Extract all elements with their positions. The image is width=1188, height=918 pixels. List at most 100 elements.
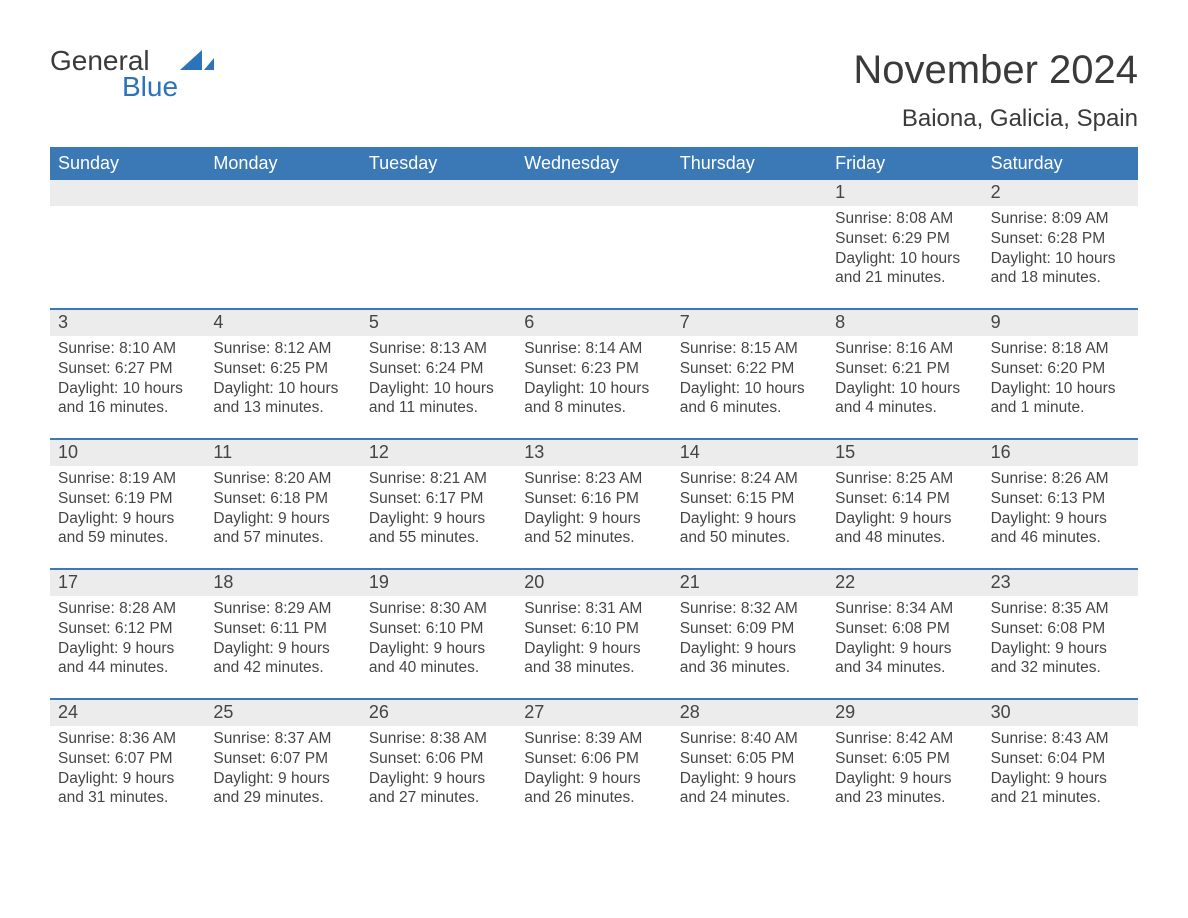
sunrise-line: Sunrise: 8:15 AM (680, 339, 819, 359)
day-number: 3 (50, 310, 205, 336)
calendar-cell: 12Sunrise: 8:21 AMSunset: 6:17 PMDayligh… (361, 440, 516, 568)
weekday-header: Saturday (983, 147, 1138, 180)
calendar-cell: 17Sunrise: 8:28 AMSunset: 6:12 PMDayligh… (50, 570, 205, 698)
sunrise-line: Sunrise: 8:21 AM (369, 469, 508, 489)
calendar-cell (205, 180, 360, 308)
day-number: 28 (672, 700, 827, 726)
day-details: Sunrise: 8:28 AMSunset: 6:12 PMDaylight:… (50, 596, 205, 678)
sunrise-line: Sunrise: 8:16 AM (835, 339, 974, 359)
calendar-cell: 8Sunrise: 8:16 AMSunset: 6:21 PMDaylight… (827, 310, 982, 438)
day-details: Sunrise: 8:12 AMSunset: 6:25 PMDaylight:… (205, 336, 360, 418)
day-number: 14 (672, 440, 827, 466)
day-details: Sunrise: 8:16 AMSunset: 6:21 PMDaylight:… (827, 336, 982, 418)
sunrise-line: Sunrise: 8:39 AM (524, 729, 663, 749)
sunrise-line: Sunrise: 8:29 AM (213, 599, 352, 619)
day-details: Sunrise: 8:29 AMSunset: 6:11 PMDaylight:… (205, 596, 360, 678)
weekday-header: Wednesday (516, 147, 671, 180)
sunset-line: Sunset: 6:21 PM (835, 359, 974, 379)
logo-text-blue: Blue (50, 74, 178, 100)
day-number: 16 (983, 440, 1138, 466)
sunrise-line: Sunrise: 8:12 AM (213, 339, 352, 359)
day-number: 18 (205, 570, 360, 596)
sunset-line: Sunset: 6:20 PM (991, 359, 1130, 379)
calendar-cell: 5Sunrise: 8:13 AMSunset: 6:24 PMDaylight… (361, 310, 516, 438)
day-number: 24 (50, 700, 205, 726)
daylight-line: Daylight: 9 hours and 42 minutes. (213, 639, 352, 679)
sunset-line: Sunset: 6:24 PM (369, 359, 508, 379)
day-number: 30 (983, 700, 1138, 726)
day-number: 8 (827, 310, 982, 336)
calendar: SundayMondayTuesdayWednesdayThursdayFrid… (50, 147, 1138, 828)
daylight-line: Daylight: 10 hours and 18 minutes. (991, 249, 1130, 289)
daylight-line: Daylight: 9 hours and 46 minutes. (991, 509, 1130, 549)
sunrise-line: Sunrise: 8:40 AM (680, 729, 819, 749)
daylight-line: Daylight: 10 hours and 11 minutes. (369, 379, 508, 419)
sunrise-line: Sunrise: 8:26 AM (991, 469, 1130, 489)
sunset-line: Sunset: 6:08 PM (835, 619, 974, 639)
daylight-line: Daylight: 10 hours and 21 minutes. (835, 249, 974, 289)
daylight-line: Daylight: 9 hours and 27 minutes. (369, 769, 508, 809)
day-number: 26 (361, 700, 516, 726)
location-label: Baiona, Galicia, Spain (853, 105, 1138, 133)
daylight-line: Daylight: 9 hours and 36 minutes. (680, 639, 819, 679)
calendar-cell: 2Sunrise: 8:09 AMSunset: 6:28 PMDaylight… (983, 180, 1138, 308)
title-block: November 2024 Baiona, Galicia, Spain (853, 48, 1138, 133)
logo: General Blue (50, 48, 214, 100)
day-details: Sunrise: 8:30 AMSunset: 6:10 PMDaylight:… (361, 596, 516, 678)
calendar-cell: 22Sunrise: 8:34 AMSunset: 6:08 PMDayligh… (827, 570, 982, 698)
day-number: 12 (361, 440, 516, 466)
calendar-cell: 27Sunrise: 8:39 AMSunset: 6:06 PMDayligh… (516, 700, 671, 828)
calendar-cell: 26Sunrise: 8:38 AMSunset: 6:06 PMDayligh… (361, 700, 516, 828)
day-details: Sunrise: 8:43 AMSunset: 6:04 PMDaylight:… (983, 726, 1138, 808)
calendar-cell (672, 180, 827, 308)
day-details: Sunrise: 8:23 AMSunset: 6:16 PMDaylight:… (516, 466, 671, 548)
daylight-line: Daylight: 9 hours and 52 minutes. (524, 509, 663, 549)
sunrise-line: Sunrise: 8:32 AM (680, 599, 819, 619)
sunrise-line: Sunrise: 8:36 AM (58, 729, 197, 749)
day-number: 23 (983, 570, 1138, 596)
sunrise-line: Sunrise: 8:37 AM (213, 729, 352, 749)
sunrise-line: Sunrise: 8:34 AM (835, 599, 974, 619)
daylight-line: Daylight: 10 hours and 6 minutes. (680, 379, 819, 419)
sunset-line: Sunset: 6:13 PM (991, 489, 1130, 509)
sunset-line: Sunset: 6:19 PM (58, 489, 197, 509)
sunrise-line: Sunrise: 8:30 AM (369, 599, 508, 619)
day-number: 22 (827, 570, 982, 596)
sunrise-line: Sunrise: 8:10 AM (58, 339, 197, 359)
day-number: 21 (672, 570, 827, 596)
sunrise-line: Sunrise: 8:09 AM (991, 209, 1130, 229)
sunset-line: Sunset: 6:25 PM (213, 359, 352, 379)
sunrise-line: Sunrise: 8:23 AM (524, 469, 663, 489)
day-details: Sunrise: 8:42 AMSunset: 6:05 PMDaylight:… (827, 726, 982, 808)
calendar-cell: 9Sunrise: 8:18 AMSunset: 6:20 PMDaylight… (983, 310, 1138, 438)
day-number: 20 (516, 570, 671, 596)
day-number: 1 (827, 180, 982, 206)
day-details: Sunrise: 8:26 AMSunset: 6:13 PMDaylight:… (983, 466, 1138, 548)
sunrise-line: Sunrise: 8:43 AM (991, 729, 1130, 749)
sunset-line: Sunset: 6:14 PM (835, 489, 974, 509)
calendar-cell: 25Sunrise: 8:37 AMSunset: 6:07 PMDayligh… (205, 700, 360, 828)
day-number: 5 (361, 310, 516, 336)
daylight-line: Daylight: 9 hours and 50 minutes. (680, 509, 819, 549)
calendar-cell: 19Sunrise: 8:30 AMSunset: 6:10 PMDayligh… (361, 570, 516, 698)
sunset-line: Sunset: 6:23 PM (524, 359, 663, 379)
daylight-line: Daylight: 9 hours and 32 minutes. (991, 639, 1130, 679)
calendar-cell: 30Sunrise: 8:43 AMSunset: 6:04 PMDayligh… (983, 700, 1138, 828)
day-details: Sunrise: 8:08 AMSunset: 6:29 PMDaylight:… (827, 206, 982, 288)
calendar-cell: 7Sunrise: 8:15 AMSunset: 6:22 PMDaylight… (672, 310, 827, 438)
daylight-line: Daylight: 9 hours and 55 minutes. (369, 509, 508, 549)
day-number: 19 (361, 570, 516, 596)
sunrise-line: Sunrise: 8:35 AM (991, 599, 1130, 619)
calendar-cell: 11Sunrise: 8:20 AMSunset: 6:18 PMDayligh… (205, 440, 360, 568)
calendar-body: 1Sunrise: 8:08 AMSunset: 6:29 PMDaylight… (50, 180, 1138, 828)
calendar-cell: 6Sunrise: 8:14 AMSunset: 6:23 PMDaylight… (516, 310, 671, 438)
day-number: 7 (672, 310, 827, 336)
calendar-cell: 28Sunrise: 8:40 AMSunset: 6:05 PMDayligh… (672, 700, 827, 828)
page-title: November 2024 (853, 48, 1138, 93)
day-details: Sunrise: 8:24 AMSunset: 6:15 PMDaylight:… (672, 466, 827, 548)
week-row: 1Sunrise: 8:08 AMSunset: 6:29 PMDaylight… (50, 180, 1138, 308)
day-details: Sunrise: 8:37 AMSunset: 6:07 PMDaylight:… (205, 726, 360, 808)
sunset-line: Sunset: 6:27 PM (58, 359, 197, 379)
sunrise-line: Sunrise: 8:08 AM (835, 209, 974, 229)
sunset-line: Sunset: 6:05 PM (680, 749, 819, 769)
